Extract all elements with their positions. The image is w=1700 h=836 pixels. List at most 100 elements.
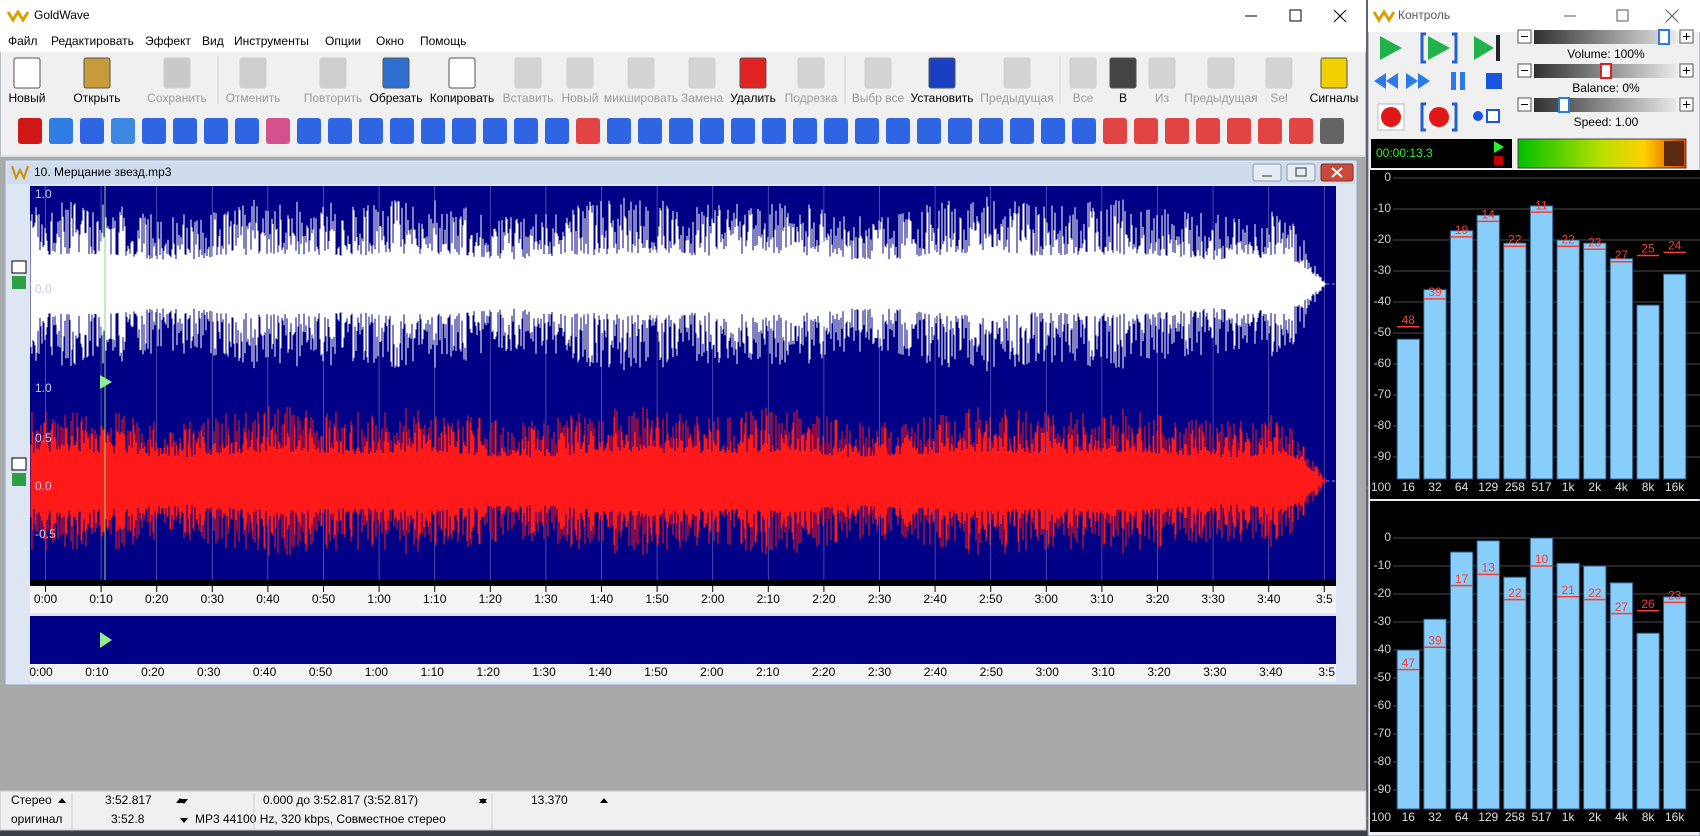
stop-button[interactable] <box>1486 73 1502 89</box>
effect-button[interactable] <box>1320 118 1344 144</box>
toolbar-label[interactable]: Сохранить <box>147 91 207 105</box>
effect-button[interactable] <box>18 118 42 144</box>
channel-check[interactable] <box>12 473 26 486</box>
effect-button[interactable] <box>266 118 290 144</box>
channel-toggle[interactable] <box>11 457 27 471</box>
toolbar-icon[interactable] <box>864 57 892 89</box>
effect-button[interactable] <box>452 118 476 144</box>
effect-button[interactable] <box>731 118 755 144</box>
status-arrow[interactable] <box>58 798 66 803</box>
toolbar-icon[interactable] <box>239 57 267 89</box>
effect-button[interactable] <box>328 118 352 144</box>
toolbar-label[interactable]: Предыдущая <box>980 91 1053 105</box>
toolbar-icon[interactable] <box>1320 57 1348 89</box>
effect-button[interactable] <box>1041 118 1065 144</box>
toolbar-label[interactable]: Открыть <box>73 91 120 105</box>
toolbar-label[interactable]: Из <box>1155 91 1170 105</box>
toolbar-icon[interactable] <box>1148 57 1176 89</box>
toolbar-icon[interactable] <box>566 57 594 89</box>
effect-button[interactable] <box>111 118 135 144</box>
effect-button[interactable] <box>390 118 414 144</box>
toolbar-label[interactable]: Отменить <box>226 91 281 105</box>
toolbar-icon[interactable] <box>797 57 825 89</box>
toolbar-label[interactable]: Установить <box>911 91 974 105</box>
record-button[interactable] <box>1381 107 1401 127</box>
status-arrow[interactable] <box>600 798 608 803</box>
toolbar-icon[interactable] <box>627 57 655 89</box>
toolbar-icon[interactable] <box>83 57 111 89</box>
doc-minimize[interactable] <box>1252 163 1282 182</box>
toolbar-icon[interactable] <box>514 57 542 89</box>
effect-button[interactable] <box>49 118 73 144</box>
effect-button[interactable] <box>979 118 1003 144</box>
toolbar-label[interactable]: Сигналы <box>1310 91 1359 105</box>
toolbar-icon[interactable] <box>13 57 41 89</box>
toolbar-icon[interactable] <box>739 57 767 89</box>
toolbar-icon[interactable] <box>163 57 191 89</box>
effect-button[interactable] <box>793 118 817 144</box>
doc-restore[interactable] <box>1286 163 1316 182</box>
toolbar-icon[interactable] <box>319 57 347 89</box>
effect-button[interactable] <box>1134 118 1158 144</box>
play-selection-button[interactable] <box>1428 36 1450 60</box>
toolbar-label[interactable]: Вставить <box>503 91 554 105</box>
toolbar-label[interactable]: Подрезка <box>785 91 838 105</box>
play-button[interactable] <box>1380 36 1402 60</box>
control-maximize[interactable] <box>1616 9 1629 22</box>
effect-button[interactable] <box>607 118 631 144</box>
slider-track[interactable] <box>1534 30 1676 44</box>
toolbar-label[interactable]: Повторить <box>304 91 363 105</box>
toolbar-label[interactable]: Все <box>1073 91 1094 105</box>
toolbar-icon[interactable] <box>1069 57 1097 89</box>
effect-button[interactable] <box>421 118 445 144</box>
effect-button[interactable] <box>545 118 569 144</box>
toolbar-icon[interactable] <box>1265 57 1293 89</box>
toolbar-label[interactable]: Новый <box>8 91 45 105</box>
monitor-check[interactable] <box>1486 109 1500 123</box>
menu-item[interactable]: Вид <box>202 34 224 48</box>
toolbar-label[interactable]: Предыдущая <box>1184 91 1257 105</box>
effect-button[interactable] <box>948 118 972 144</box>
menu-item[interactable]: Редактировать <box>51 34 134 48</box>
effect-button[interactable] <box>1289 118 1313 144</box>
menu-item[interactable]: Опции <box>325 34 361 48</box>
effect-button[interactable] <box>1227 118 1251 144</box>
close-button[interactable] <box>1333 9 1347 23</box>
toolbar-icon[interactable] <box>448 57 476 89</box>
effect-button[interactable] <box>576 118 600 144</box>
channel-check[interactable] <box>12 276 26 289</box>
effect-button[interactable] <box>1165 118 1189 144</box>
toolbar-icon[interactable] <box>1109 57 1137 89</box>
effect-button[interactable] <box>917 118 941 144</box>
slider-thumb[interactable] <box>1658 29 1670 45</box>
menu-item[interactable]: Файл <box>8 34 38 48</box>
toolbar-label[interactable]: Sel <box>1270 91 1287 105</box>
toolbar-label[interactable]: Выбр все <box>852 91 905 105</box>
toolbar-label[interactable]: Копировать <box>430 91 495 105</box>
toolbar-label[interactable]: Удалить <box>730 91 776 105</box>
toolbar-label[interactable]: микшировать <box>604 91 678 105</box>
toolbar-icon[interactable] <box>1003 57 1031 89</box>
effect-button[interactable] <box>359 118 383 144</box>
toolbar-icon[interactable] <box>928 57 956 89</box>
menu-item[interactable]: Окно <box>376 34 404 48</box>
effect-button[interactable] <box>700 118 724 144</box>
effect-button[interactable] <box>1103 118 1127 144</box>
effect-button[interactable] <box>80 118 104 144</box>
toolbar-label[interactable]: Замена <box>681 91 723 105</box>
record-selection-button[interactable] <box>1429 107 1449 127</box>
play-end-button[interactable] <box>1474 36 1494 60</box>
slider-thumb[interactable] <box>1558 97 1570 113</box>
slider-thumb[interactable] <box>1600 63 1612 79</box>
effect-button[interactable] <box>514 118 538 144</box>
toolbar-label[interactable]: В <box>1119 91 1127 105</box>
slider-track[interactable] <box>1534 98 1676 112</box>
effect-button[interactable] <box>1010 118 1034 144</box>
effect-button[interactable] <box>173 118 197 144</box>
effect-button[interactable] <box>1072 118 1096 144</box>
toolbar-label[interactable]: Обрезать <box>370 91 423 105</box>
rewind-button[interactable] <box>1374 73 1398 89</box>
effect-button[interactable] <box>204 118 228 144</box>
forward-button[interactable] <box>1406 73 1430 89</box>
effect-button[interactable] <box>886 118 910 144</box>
